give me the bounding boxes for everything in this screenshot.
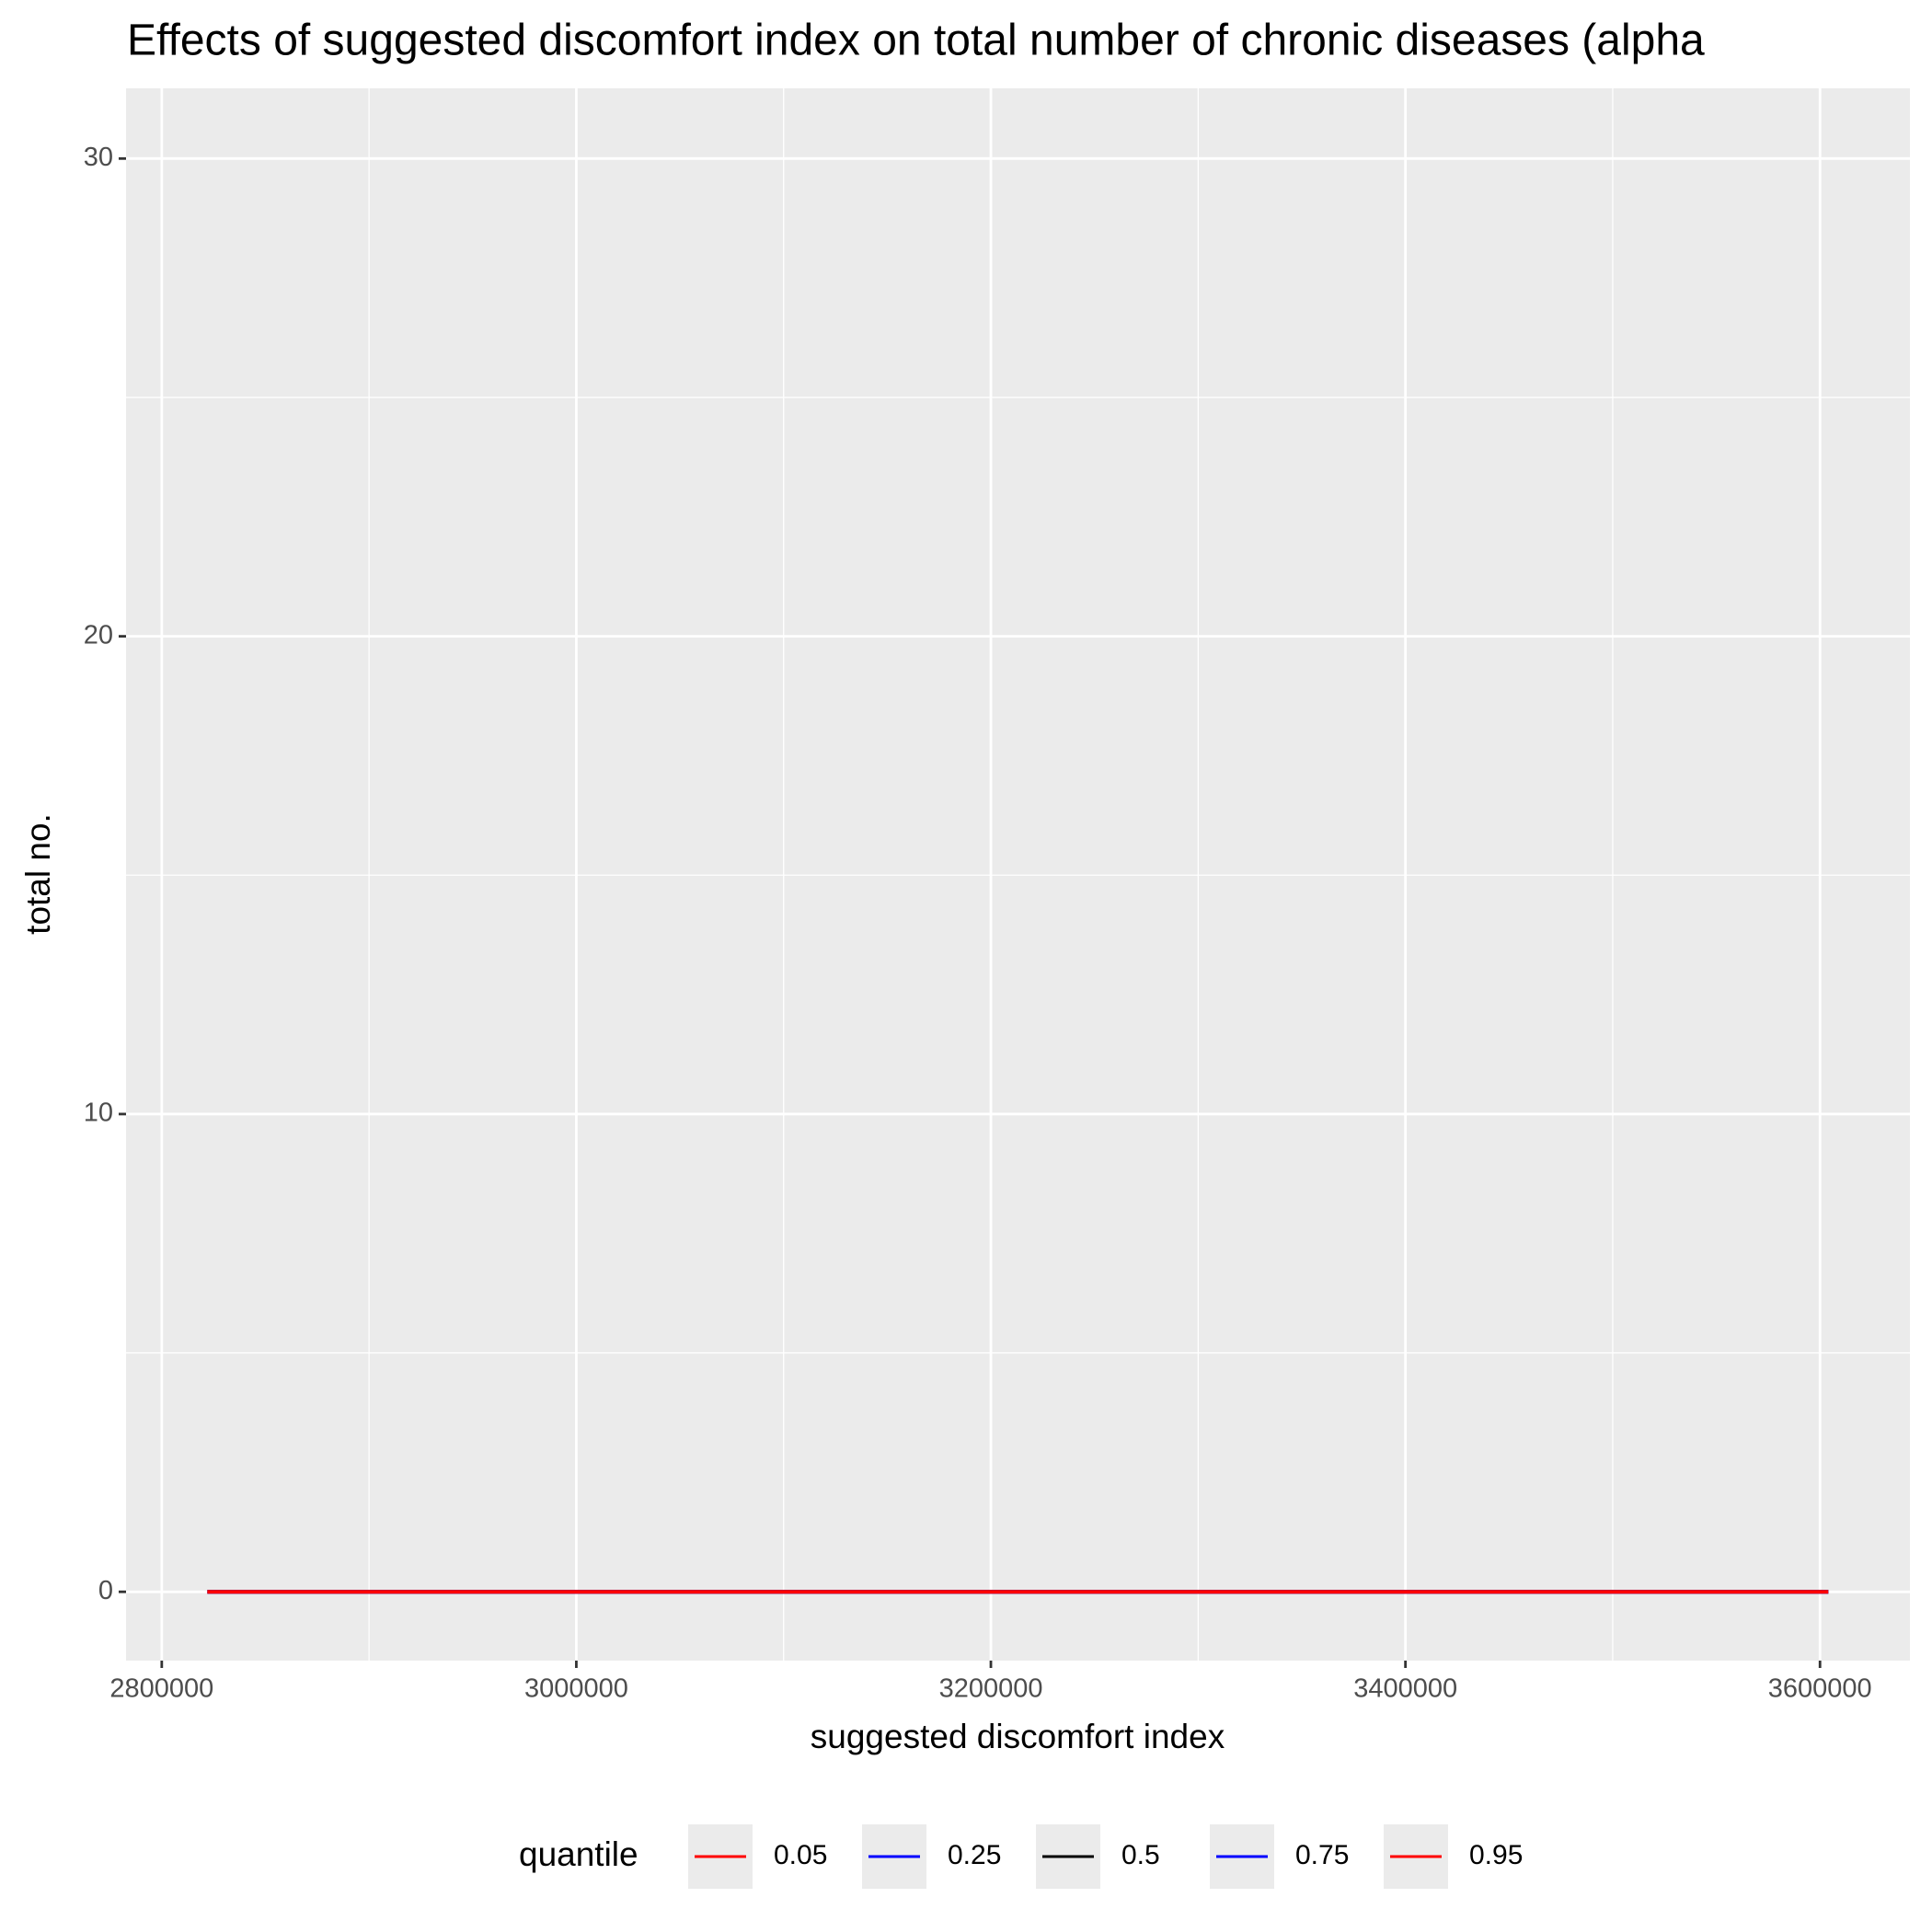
y-tick-label: 20 [84,620,113,650]
x-tick-label: 3000000 [524,1674,628,1704]
x-tick-label: 2800000 [109,1674,213,1704]
legend-title: quantile [519,1835,638,1873]
chart-title: Effects of suggested discomfort index on… [127,17,1705,65]
legend-label: 0.25 [948,1840,1001,1870]
legend-label: 0.95 [1469,1840,1523,1870]
legend-label: 0.5 [1121,1840,1160,1870]
x-tick-label: 3400000 [1353,1674,1457,1704]
y-tick-label: 0 [98,1576,113,1605]
plot-panel [126,88,1910,1661]
legend-label: 0.05 [774,1840,827,1870]
legend-label: 0.75 [1295,1840,1349,1870]
x-axis-title: suggested discomfort index [811,1718,1225,1755]
x-tick-label: 3600000 [1768,1674,1872,1704]
x-tick-label: 3200000 [939,1674,1043,1704]
y-tick-label: 10 [84,1098,113,1128]
y-tick-label: 30 [84,143,113,172]
y-axis-title: total no. [19,813,57,935]
